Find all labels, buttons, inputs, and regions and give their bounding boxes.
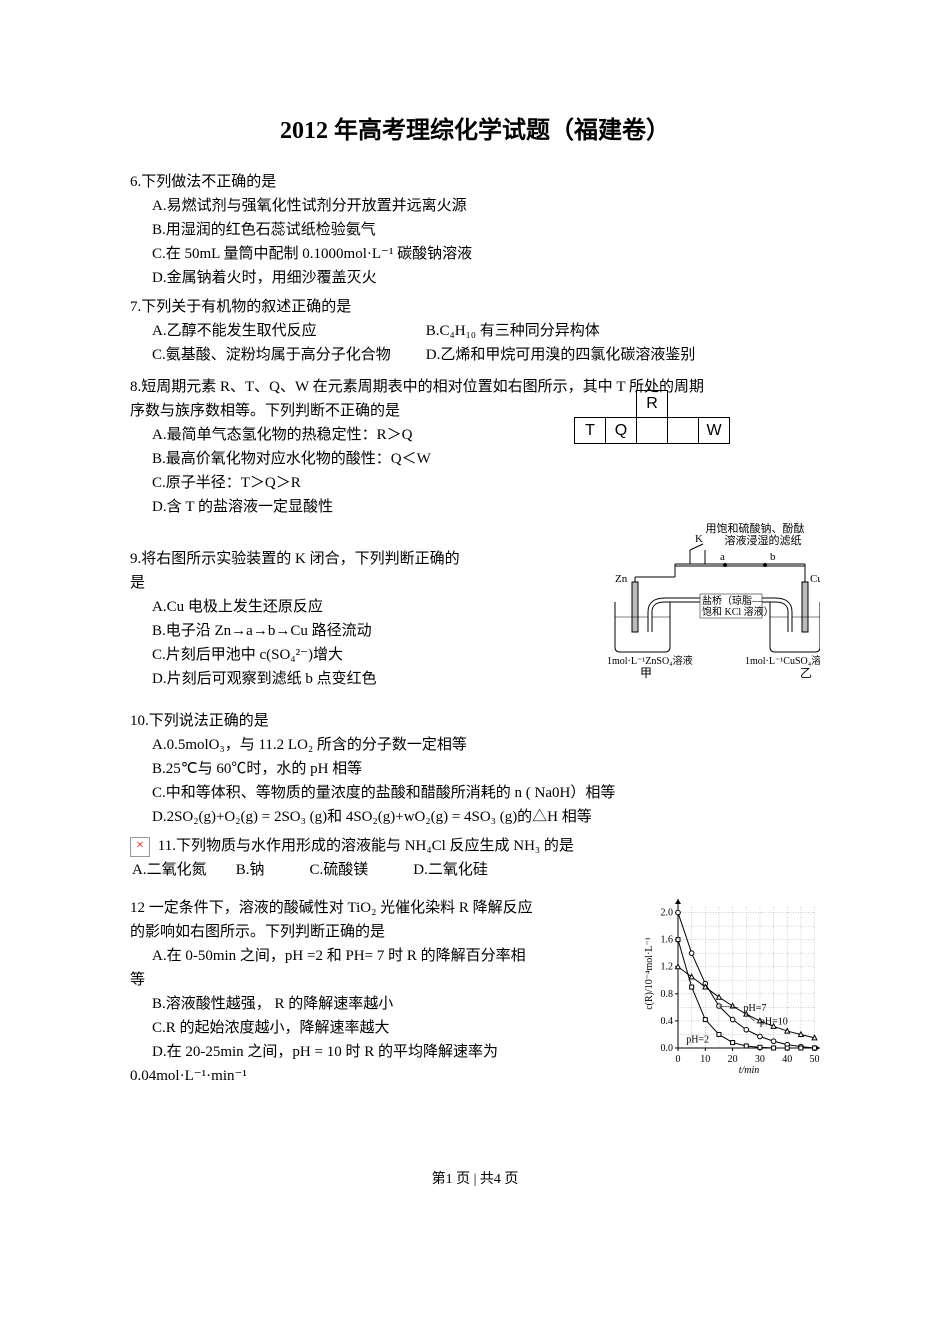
q7-opt-c: C.氨基酸、淀粉均属于高分子化合物 bbox=[152, 343, 422, 367]
q11-stem: 11.下列物质与水作用形成的溶液能与 NH₄Cl 反应生成 NH₃ 的是 bbox=[158, 838, 574, 854]
q11-opt-a: A.二氧化氮 bbox=[132, 858, 232, 882]
diagram-bridge2: 饱和 KCl 溶液） bbox=[702, 605, 774, 618]
q12-stem1: 12 一定条件下，溶液的酸碱性对 TiO₂ 光催化染料 R 降解反应 bbox=[130, 896, 610, 920]
q6-opt-c: C.在 50mL 量筒中配制 0.1000mol·L⁻¹ 碳酸钠溶液 bbox=[130, 242, 820, 266]
diagram-filter-label1: 用饱和硫酸钠、酚酞 bbox=[706, 522, 805, 535]
question-8: 8.短周期元素 R、T、Q、W 在元素周期表中的相对位置如右图所示，其中 T 所… bbox=[130, 375, 820, 519]
question-12: 12 一定条件下，溶液的酸碱性对 TiO₂ 光催化染料 R 降解反应 的影响如右… bbox=[130, 896, 820, 1088]
svg-text:50: 50 bbox=[810, 1054, 820, 1065]
ptable-r: R bbox=[637, 391, 668, 418]
broken-image-icon: × bbox=[130, 837, 150, 857]
diagram-cu: Cu bbox=[810, 573, 820, 585]
diagram-a: a bbox=[720, 551, 725, 563]
q7-opt-d: D.乙烯和甲烷可用溴的四氯化碳溶液鉴别 bbox=[426, 343, 696, 367]
svg-text:10: 10 bbox=[700, 1054, 710, 1065]
q12-opt-a2: 等 bbox=[130, 968, 610, 992]
q10-opt-b: B.25℃与 60℃时，水的 pH 相等 bbox=[130, 757, 820, 781]
question-10: 10.下列说法正确的是 A.0.5molO₃，与 11.2 LO₂ 所含的分子数… bbox=[130, 709, 820, 829]
question-6: 6.下列做法不正确的是 A.易燃试剂与强氧化性试剂分开放置并远离火源 B.用湿润… bbox=[130, 170, 820, 290]
q11-opt-d: D.二氧化硅 bbox=[413, 858, 488, 882]
svg-text:0: 0 bbox=[676, 1054, 681, 1065]
svg-text:t/min: t/min bbox=[739, 1065, 760, 1076]
q8-opt-d: D.含 T 的盐溶液一定显酸性 bbox=[130, 495, 820, 519]
q8-opt-c: C.原子半径：T＞Q＞R bbox=[130, 471, 820, 495]
q12-opt-d1: D.在 20-25min 之间，pH = 10 时 R 的平均降解速率为 bbox=[130, 1040, 610, 1064]
svg-text:0.0: 0.0 bbox=[661, 1043, 674, 1054]
diagram-b: b bbox=[770, 551, 776, 563]
page-footer: 第1 页 | 共4 页 bbox=[130, 1168, 820, 1188]
electrochemistry-diagram: 用饱和硫酸钠、酚酞 溶液浸湿的滤纸 K a b bbox=[605, 522, 820, 682]
svg-text:20: 20 bbox=[728, 1054, 738, 1065]
q11-opt-c: C.硫酸镁 bbox=[310, 858, 410, 882]
question-9: 9.将右图所示实验装置的 K 闭合，下列判断正确的 是 A.Cu 电极上发生还原… bbox=[130, 547, 820, 691]
q12-stem2: 的影响如右图所示。下列判断正确的是 bbox=[130, 920, 610, 944]
degradation-chart: 0 10 20 30 40 50 0.0 0.4 0.8 1.2 1.6 2.0 t/min c(R)/1… bbox=[640, 891, 825, 1076]
ptable-q: Q bbox=[606, 417, 637, 444]
diagram-bridge1: 盐桥（琼脂— bbox=[702, 594, 763, 607]
q10-opt-c: C.中和等体积、等物质的量浓度的盐酸和醋酸所消耗的 n ( Na0H）相等 bbox=[130, 781, 820, 805]
q6-opt-d: D.金属钠着火时，用细沙覆盖灭火 bbox=[130, 266, 820, 290]
q10-opt-d: D.2SO₂(g)+O₂(g) = 2SO₃ (g)和 4SO₂(g)+wO₂(… bbox=[130, 805, 820, 829]
q11-opt-b: B.钠 bbox=[236, 858, 306, 882]
question-11: × 11.下列物质与水作用形成的溶液能与 NH₄Cl 反应生成 NH₃ 的是 A… bbox=[130, 834, 820, 882]
diagram-jia: 甲 bbox=[640, 666, 652, 680]
q12-opt-a1: A.在 0-50min 之间，pH =2 和 PH= 7 时 R 的降解百分率相 bbox=[130, 944, 610, 968]
q7-opt-b: B.C₄H₁₀ 有三种同分异构体 bbox=[426, 319, 600, 343]
ptable-w: W bbox=[699, 417, 730, 444]
svg-text:30: 30 bbox=[755, 1054, 765, 1065]
q6-opt-b: B.用湿润的红色石蕊试纸检验氨气 bbox=[130, 218, 820, 242]
q7-opt-a: A.乙醇不能发生取代反应 bbox=[152, 319, 422, 343]
svg-text:c(R)/10⁻⁴mol·L⁻¹: c(R)/10⁻⁴mol·L⁻¹ bbox=[644, 937, 655, 1010]
diagram-zn: Zn bbox=[615, 573, 628, 585]
svg-text:pH=2: pH=2 bbox=[686, 1035, 709, 1046]
q8-opt-b: B.最高价氧化物对应水化物的酸性：Q＜W bbox=[130, 447, 820, 471]
diagram-filter-label2: 溶液浸湿的滤纸 bbox=[725, 533, 802, 547]
diagram-yi: 乙 bbox=[800, 666, 812, 680]
q6-opt-a: A.易燃试剂与强氧化性试剂分开放置并远离火源 bbox=[130, 194, 820, 218]
diagram-k: K bbox=[695, 533, 703, 545]
ptable-t: T bbox=[575, 417, 606, 444]
svg-text:2.0: 2.0 bbox=[661, 908, 674, 919]
svg-text:40: 40 bbox=[782, 1054, 792, 1065]
svg-text:0.8: 0.8 bbox=[661, 989, 674, 1000]
q10-stem: 10.下列说法正确的是 bbox=[130, 709, 820, 733]
svg-text:pH=7: pH=7 bbox=[744, 1003, 767, 1014]
q12-opt-b: B.溶液酸性越强， R 的降解速率越小 bbox=[130, 992, 610, 1016]
svg-text:0.4: 0.4 bbox=[661, 1016, 674, 1027]
svg-text:1.6: 1.6 bbox=[661, 935, 674, 946]
svg-text:1.2: 1.2 bbox=[661, 962, 674, 973]
q10-opt-a: A.0.5molO₃，与 11.2 LO₂ 所含的分子数一定相等 bbox=[130, 733, 820, 757]
q12-opt-c: C.R 的起始浓度越小，降解速率越大 bbox=[130, 1016, 610, 1040]
q6-stem: 6.下列做法不正确的是 bbox=[130, 170, 820, 194]
question-7: 7.下列关于有机物的叙述正确的是 A.乙醇不能发生取代反应 B.C₄H₁₀ 有三… bbox=[130, 295, 820, 367]
periodic-table-diagram: R T Q W bbox=[574, 390, 730, 444]
page-title: 2012 年高考理综化学试题（福建卷） bbox=[130, 110, 820, 145]
svg-text:pH=10: pH=10 bbox=[760, 1016, 788, 1027]
q7-stem: 7.下列关于有机物的叙述正确的是 bbox=[130, 295, 820, 319]
